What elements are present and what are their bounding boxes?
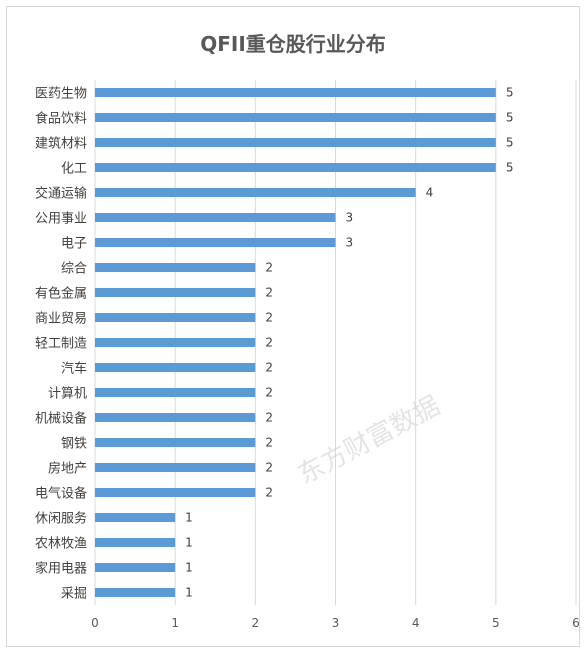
value-label-7: 2 <box>265 261 273 275</box>
x-tick-label-2: 2 <box>252 616 260 630</box>
x-tick-label-3: 3 <box>332 616 340 630</box>
bar-2 <box>95 138 496 147</box>
bar-19 <box>95 563 176 572</box>
bar-14 <box>95 438 256 447</box>
bar-10 <box>95 338 256 347</box>
chart-title: QFII重仓股行业分布 <box>200 32 386 56</box>
bar-15 <box>95 463 256 472</box>
bar-20 <box>95 588 176 597</box>
category-label-5: 公用事业 <box>35 212 87 227</box>
category-label-7: 综合 <box>61 262 87 277</box>
x-tick-label-5: 5 <box>492 616 500 630</box>
value-label-18: 1 <box>185 536 193 550</box>
category-label-19: 家用电器 <box>35 561 87 577</box>
value-label-4: 4 <box>426 186 434 200</box>
category-label-12: 计算机 <box>48 387 87 402</box>
bar-12 <box>95 388 256 397</box>
bar-17 <box>95 513 176 522</box>
bar-3 <box>95 163 496 172</box>
category-label-13: 机械设备 <box>35 411 87 427</box>
value-label-1: 5 <box>506 111 514 125</box>
value-label-20: 1 <box>185 586 193 600</box>
value-label-17: 1 <box>185 511 193 525</box>
value-label-9: 2 <box>265 311 273 325</box>
bar-11 <box>95 363 256 372</box>
bar-13 <box>95 413 256 422</box>
category-label-3: 化工 <box>61 162 87 177</box>
category-label-2: 建筑材料 <box>35 136 87 152</box>
value-label-6: 3 <box>346 236 354 250</box>
value-label-14: 2 <box>265 436 273 450</box>
category-label-8: 有色金属 <box>35 286 87 302</box>
x-tick-label-0: 0 <box>91 616 99 630</box>
x-tick-label-6: 6 <box>572 616 580 630</box>
category-label-11: 汽车 <box>61 361 87 377</box>
category-label-0: 医药生物 <box>35 87 87 102</box>
category-label-18: 农林牧渔 <box>35 537 87 552</box>
category-label-20: 采掘 <box>61 587 87 602</box>
category-label-15: 房地产 <box>48 461 87 477</box>
category-label-1: 食品饮料 <box>35 111 87 127</box>
value-label-15: 2 <box>265 461 273 475</box>
bar-6 <box>95 238 336 247</box>
value-label-13: 2 <box>265 411 273 425</box>
bar-7 <box>95 263 256 272</box>
bar-8 <box>95 288 256 297</box>
value-label-10: 2 <box>265 336 273 350</box>
bar-1 <box>95 113 496 122</box>
bar-16 <box>95 488 256 497</box>
category-label-9: 商业贸易 <box>35 312 87 327</box>
value-label-16: 2 <box>265 486 273 500</box>
value-label-2: 5 <box>506 136 514 150</box>
value-label-0: 5 <box>506 86 514 100</box>
value-label-11: 2 <box>265 361 273 375</box>
bar-0 <box>95 88 496 97</box>
x-tick-label-1: 1 <box>171 616 179 630</box>
value-label-12: 2 <box>265 386 273 400</box>
value-label-5: 3 <box>346 211 354 225</box>
bar-9 <box>95 313 256 322</box>
category-label-10: 轻工制造 <box>35 337 87 352</box>
bar-4 <box>95 188 416 197</box>
bar-5 <box>95 213 336 222</box>
category-label-14: 钢铁 <box>61 437 87 452</box>
bar-18 <box>95 538 176 547</box>
category-label-6: 电子 <box>61 237 87 252</box>
value-label-19: 1 <box>185 561 193 575</box>
value-label-8: 2 <box>265 286 273 300</box>
category-label-16: 电气设备 <box>35 486 87 502</box>
value-label-3: 5 <box>506 161 514 175</box>
category-label-17: 休闲服务 <box>35 511 87 527</box>
category-label-4: 交通运输 <box>35 186 87 202</box>
x-tick-label-4: 4 <box>412 616 420 630</box>
